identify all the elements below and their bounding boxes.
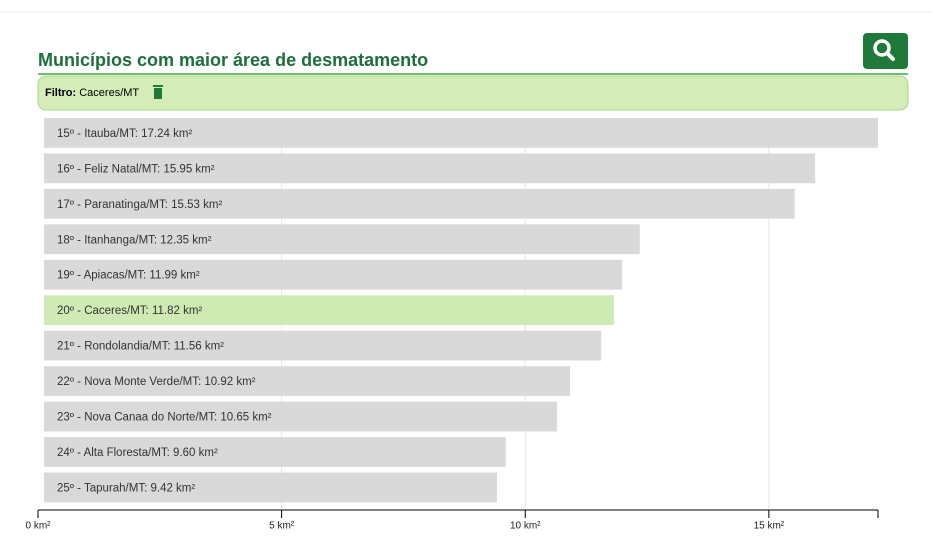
bar xyxy=(44,366,571,396)
bar-label: 22º - Nova Monte Verde/MT: 10.92 km² xyxy=(57,376,256,388)
bar xyxy=(44,259,623,290)
trash-body[interactable] xyxy=(154,88,162,99)
search-icon xyxy=(873,39,891,57)
search-button[interactable] xyxy=(863,33,908,69)
filter-label: Filtro: xyxy=(45,87,76,99)
search-button-bg[interactable] xyxy=(863,33,908,69)
bar xyxy=(44,437,506,467)
bar-label: 20º - Caceres/MT: 11.82 km² xyxy=(57,305,202,317)
trash-icon[interactable] xyxy=(153,85,163,99)
x-tick-label: 0 km² xyxy=(26,521,52,532)
bar-label: 18º - Itanhanga/MT: 12.35 km² xyxy=(57,234,212,246)
bar xyxy=(44,472,497,503)
bar xyxy=(44,401,557,432)
search-icon xyxy=(885,51,895,61)
bar-label: 24º - Alta Floresta/MT: 9.60 km² xyxy=(57,447,218,459)
filter-box xyxy=(37,75,909,111)
bar xyxy=(44,295,614,326)
bar-label: 23º - Nova Canaa do Norte/MT: 10.65 km² xyxy=(57,412,272,424)
bar xyxy=(44,153,816,184)
trash-lid[interactable] xyxy=(153,85,163,87)
x-tick-label: 15 km² xyxy=(754,521,785,532)
bar-label: 19º - Apiacas/MT: 11.99 km² xyxy=(57,270,200,282)
bar xyxy=(44,224,640,255)
x-tick-label: 5 km² xyxy=(269,521,295,532)
bar-label: 25º - Tapurah/MT: 9.42 km² xyxy=(57,482,195,494)
filter-value: Caceres/MT xyxy=(79,87,139,99)
chart-title: Municípios com maior área de desmatament… xyxy=(38,50,428,70)
bar xyxy=(44,118,878,148)
filter-text: Filtro: Caceres/MT xyxy=(45,87,139,99)
bar xyxy=(44,188,795,219)
bar-label: 16º - Feliz Natal/MT: 15.95 km² xyxy=(57,163,215,175)
x-tick-label: 10 km² xyxy=(510,521,541,532)
bar-label: 21º - Rondolandia/MT: 11.56 km² xyxy=(57,341,224,353)
bar-label: 15º - Itauba/MT: 17.24 km² xyxy=(57,128,192,140)
bar xyxy=(44,330,602,361)
bar-label: 17º - Paranatinga/MT: 15.53 km² xyxy=(57,199,222,211)
